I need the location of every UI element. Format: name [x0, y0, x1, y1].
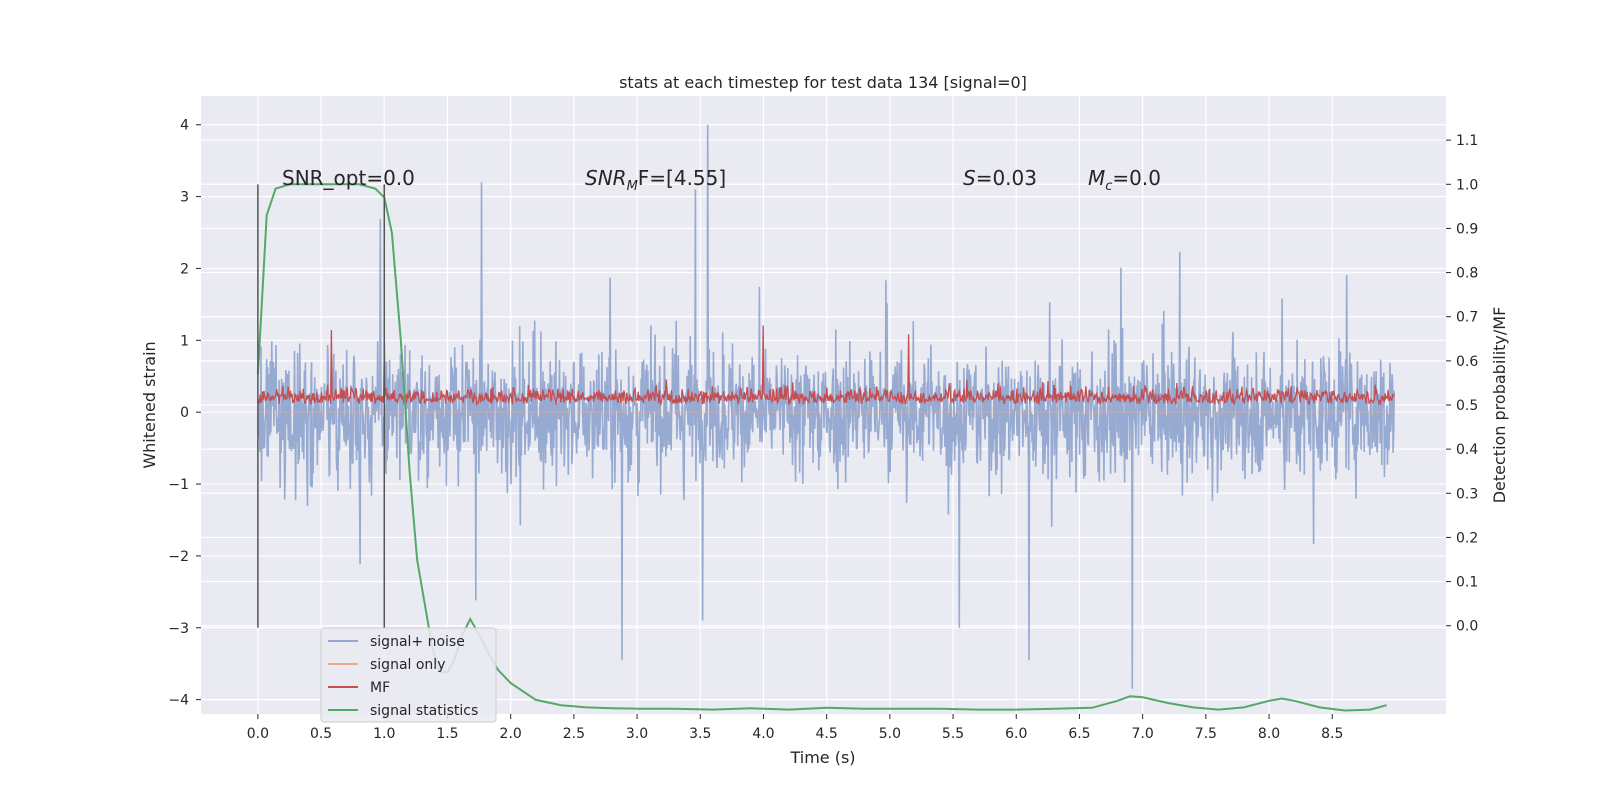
- y2-tick-label: 0.4: [1456, 442, 1478, 458]
- y2-axis-ticks: 1.1 1.0 0.9 0.8 0.7 0.6 0.5 0.4 0.3 0.2 0.1 0.0: [1446, 133, 1478, 635]
- x-tick-label: 2.0: [500, 726, 522, 742]
- legend-box: [320, 627, 497, 723]
- snr-mf-tail: F=[4.55]: [638, 166, 726, 190]
- y-tick-label: 4: [180, 118, 189, 134]
- y2-tick-label: 0.5: [1456, 398, 1478, 414]
- x-tick-label: 0.0: [247, 726, 269, 742]
- series-mf-line: [257, 325, 1395, 407]
- y-axis-ticks: 4 3 2 1 0 −1 −2 −3 −4: [168, 118, 201, 709]
- vertical-markers: [257, 184, 386, 628]
- snr-mf-sub: M: [627, 179, 638, 194]
- x-tick-label: 0.5: [310, 726, 332, 742]
- series-layer: [256, 124, 1395, 712]
- y2-tick-label: 0.1: [1456, 575, 1478, 591]
- chart-title: stats at each timestep for test data 134…: [619, 73, 1027, 92]
- s-label: S: [963, 166, 976, 190]
- y-axis-label: Whitened strain: [140, 341, 159, 468]
- snr-opt-annotation: SNR_opt=0.0: [282, 166, 415, 190]
- x-tick-label: 8.0: [1258, 726, 1280, 742]
- legend-label-signal-statistics: signal statistics: [370, 703, 478, 719]
- x-tick-label: 7.5: [1195, 726, 1217, 742]
- s-annotation: S=0.03: [963, 166, 1037, 190]
- x-tick-label: 6.0: [1005, 726, 1027, 742]
- x-tick-label: 8.5: [1321, 726, 1343, 742]
- s-value: =0.03: [976, 166, 1037, 190]
- y-tick-label: −2: [168, 549, 189, 565]
- y-tick-label: −3: [168, 621, 189, 637]
- legend: signal+ noise signal only MF signal stat…: [320, 627, 497, 723]
- x-tick-label: 3.5: [689, 726, 711, 742]
- series-signal-noise-line: [257, 124, 1395, 689]
- y2-tick-label: 0.7: [1456, 310, 1478, 326]
- y-tick-label: −1: [168, 477, 189, 493]
- y2-tick-label: 0.8: [1456, 266, 1478, 282]
- y-tick-label: 0: [180, 405, 189, 421]
- y-tick-label: 1: [180, 333, 189, 349]
- y2-tick-label: 0.9: [1456, 221, 1478, 237]
- y2-tick-label: 0.6: [1456, 354, 1478, 370]
- x-tick-label: 3.0: [626, 726, 648, 742]
- x-tick-label: 6.5: [1068, 726, 1090, 742]
- legend-label-signal-only: signal only: [370, 657, 445, 673]
- mc-sub: c: [1105, 179, 1112, 194]
- y2-tick-label: 1.1: [1456, 133, 1478, 149]
- x-tick-label: 7.0: [1132, 726, 1154, 742]
- y2-tick-label: 1.0: [1456, 177, 1478, 193]
- y-tick-label: −4: [168, 693, 189, 709]
- y2-axis-label: Detection probability/MF: [1490, 307, 1509, 504]
- x-tick-label: 1.5: [436, 726, 458, 742]
- mc-annotation: Mc=0.0: [1088, 166, 1161, 194]
- legend-label-mf: MF: [370, 680, 390, 696]
- x-tick-label: 1.0: [373, 726, 395, 742]
- snr-mf-main: SNR: [585, 166, 627, 190]
- x-tick-label: 2.5: [563, 726, 585, 742]
- y-tick-label: 3: [180, 190, 189, 206]
- y-tick-label: 2: [180, 261, 189, 277]
- mc-value: =0.0: [1112, 166, 1161, 190]
- series-signal-statistics-line: [256, 183, 1387, 712]
- x-axis-ticks: 0.0 0.5 1.0 1.5 2.0 2.5 3.0 3.5 4.0 4.5 5.0 5.5 6.0 6…: [247, 714, 1343, 742]
- y2-tick-label: 0.0: [1456, 619, 1478, 635]
- x-axis-label: Time (s): [789, 748, 855, 767]
- x-tick-label: 4.5: [816, 726, 838, 742]
- x-tick-label: 5.0: [879, 726, 901, 742]
- y2-tick-label: 0.3: [1456, 486, 1478, 502]
- x-tick-label: 4.0: [752, 726, 774, 742]
- snr-mf-annotation: SNRMF=[4.55]: [585, 166, 726, 194]
- mc-label: M: [1088, 166, 1105, 190]
- x-tick-label: 5.5: [942, 726, 964, 742]
- legend-label-signal-noise: signal+ noise: [370, 634, 465, 650]
- y2-tick-label: 0.2: [1456, 530, 1478, 546]
